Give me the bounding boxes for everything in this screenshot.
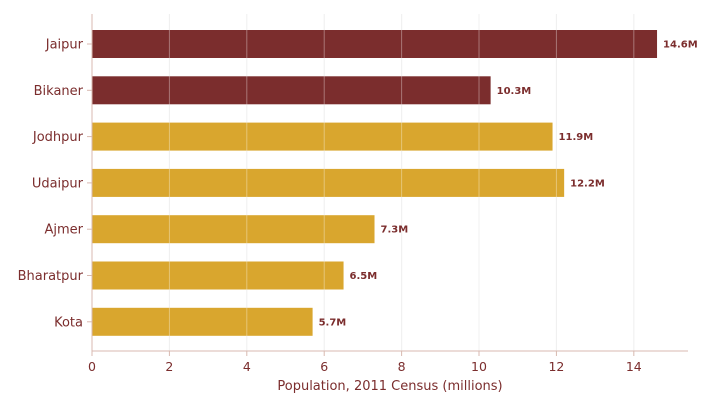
data-label: 7.3M (381, 225, 409, 236)
x-tick-label: 4 (243, 359, 251, 374)
axes (87, 14, 688, 356)
x-tick-label: 12 (548, 359, 564, 374)
x-tick-label: 8 (398, 359, 406, 374)
bar (92, 168, 565, 197)
bar (92, 122, 553, 151)
x-tick-label: 14 (626, 359, 642, 374)
x-tick-label: 0 (88, 359, 96, 374)
bar (92, 30, 658, 58)
data-label: 5.7M (319, 317, 347, 328)
data-label: 12.2M (570, 178, 605, 189)
bar (92, 261, 344, 290)
category-label: Bikaner (34, 84, 84, 99)
labels: Jaipur 14.6M Bikaner 10.3M Jodhpur 11.9M Udaip… (18, 38, 698, 375)
data-label: 6.5M (350, 271, 378, 282)
category-label: Bharatpur (18, 269, 84, 284)
bar (92, 76, 491, 105)
data-label: 10.3M (497, 86, 532, 97)
x-tick-label: 10 (471, 359, 487, 374)
bars (92, 14, 658, 351)
x-tick-label: 6 (320, 359, 328, 374)
category-label: Jaipur (45, 38, 84, 53)
bar (92, 307, 313, 336)
x-tick-label: 2 (165, 359, 173, 374)
data-label: 11.9M (559, 132, 594, 143)
category-label: Jodhpur (32, 130, 84, 145)
bar (92, 215, 375, 244)
data-label: 14.6M (663, 40, 698, 51)
category-label: Kota (54, 315, 83, 330)
category-label: Ajmer (44, 223, 83, 238)
category-label: Udaipur (32, 176, 84, 191)
x-axis-title: Population, 2011 Census (millions) (277, 379, 502, 394)
